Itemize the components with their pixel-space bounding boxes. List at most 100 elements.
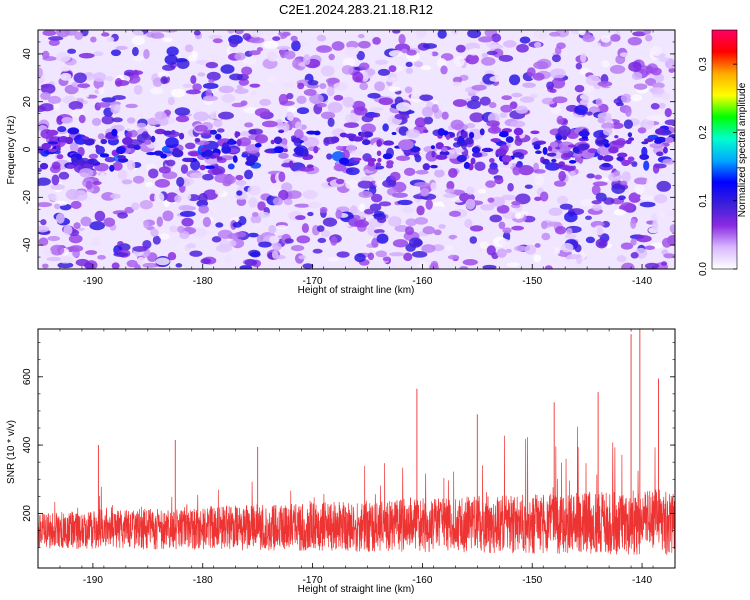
heatmap-cell [352, 157, 362, 161]
heatmap-cell [182, 157, 194, 163]
heatmap-cell [615, 54, 626, 65]
heatmap-cell [481, 147, 494, 153]
heatmap-cell [41, 263, 49, 269]
heatmap-cell [449, 210, 461, 217]
colorbar-scale [711, 29, 738, 270]
heatmap-cell [512, 166, 521, 176]
heatmap-cell [307, 211, 314, 217]
heatmap-cell [448, 168, 458, 178]
heatmap-cell [272, 242, 282, 251]
heatmap-cell [302, 189, 318, 200]
heatmap-cell [445, 133, 451, 140]
heatmap-cell [149, 193, 156, 202]
heatmap-cell [214, 133, 222, 140]
heatmap-cell [160, 76, 168, 85]
heatmap-cell [650, 103, 660, 110]
heatmap-cell [281, 31, 291, 37]
heatmap-cell [186, 242, 196, 249]
heatmap-cell [276, 225, 288, 230]
heatmap-cell [630, 238, 637, 246]
heatmap-cell [437, 128, 446, 136]
heatmap-cell [546, 221, 561, 227]
heatmap-cell [481, 52, 489, 59]
heatmap-cell [500, 104, 513, 113]
heatmap-cell [604, 117, 613, 122]
heatmap-cell [591, 184, 601, 196]
heatmap-cell [567, 144, 577, 148]
heatmap-cell [227, 163, 235, 170]
heatmap-cell [38, 67, 43, 78]
heatmap-cell [444, 244, 454, 252]
heatmap-cell [145, 181, 153, 188]
heatmap-cell [194, 124, 208, 132]
heatmap-cell [378, 97, 394, 106]
heatmap-cell [190, 159, 201, 171]
heatmap-cell [327, 257, 340, 263]
heatmap-cell [582, 34, 595, 43]
heatmap-cell [663, 253, 675, 259]
heatmap-cell [80, 216, 92, 227]
heatmap-cell [162, 130, 173, 136]
heatmap-cell [453, 55, 465, 67]
heatmap-cell [42, 30, 57, 36]
heatmap-cell [47, 235, 61, 242]
heatmap-cell [485, 180, 496, 188]
heatmap-cell [341, 64, 354, 75]
heatmap-cell [533, 169, 546, 174]
heatmap-cell [264, 149, 275, 154]
heatmap-cell [61, 117, 74, 124]
heatmap-cell [85, 180, 93, 190]
heatmap-cell [335, 209, 342, 220]
heatmap-cell [250, 90, 257, 98]
heatmap-cell [193, 111, 210, 122]
heatmap-cell [482, 264, 497, 269]
heatmap-cell [579, 93, 595, 101]
heatmap-cell [403, 167, 416, 176]
heatmap-cell [249, 83, 261, 88]
heatmap-cell [472, 152, 483, 158]
heatmap-cell [465, 198, 476, 210]
heatmap-cell [616, 156, 624, 162]
heatmap-cell [85, 250, 98, 255]
heatmap-cell [597, 103, 609, 113]
heatmap-cell [593, 225, 605, 236]
heatmap-cell [60, 72, 72, 81]
heatmap-cell [568, 160, 577, 164]
heatmap-cell [639, 153, 650, 161]
heatmap-cell [624, 106, 632, 117]
heatmap-cell [38, 177, 51, 186]
heatmap-cell [290, 35, 298, 42]
heatmap-cell [643, 30, 652, 35]
heatmap-cell [616, 255, 627, 262]
heatmap-cell [532, 72, 545, 81]
heatmap-cell [58, 256, 74, 264]
heatmap-cell [100, 138, 108, 145]
heatmap-cell [585, 215, 592, 220]
heatmap-cell [73, 222, 81, 230]
heatmap-cell [236, 190, 243, 196]
heatmap-cell [152, 235, 161, 245]
heatmap-cell [192, 83, 202, 91]
heatmap-cell [39, 103, 55, 112]
heatmap-cell [249, 251, 261, 258]
heatmap-cell [574, 84, 585, 93]
heatmap-cell [97, 254, 106, 260]
heatmap-cell [320, 111, 336, 120]
heatmap-cell [441, 111, 449, 120]
heatmap-cell [469, 112, 484, 123]
heatmap-cell [78, 52, 95, 59]
heatmap-cell [486, 41, 499, 49]
snr-x-tick-label: -190 [83, 575, 103, 586]
heatmap-cell [211, 165, 226, 176]
heatmap-cell [117, 169, 128, 181]
snr-series-line [38, 426, 675, 555]
heatmap-cell [235, 131, 241, 137]
heatmap-cell [601, 177, 609, 182]
heatmap-cell [409, 146, 421, 153]
heatmap-cell [175, 263, 183, 268]
heatmap-cell [405, 128, 421, 139]
heatmap-x-tick-label: -170 [303, 276, 323, 287]
heatmap-cell [287, 106, 297, 113]
heatmap-hotspot [398, 139, 414, 151]
heatmap-cell [132, 70, 144, 75]
